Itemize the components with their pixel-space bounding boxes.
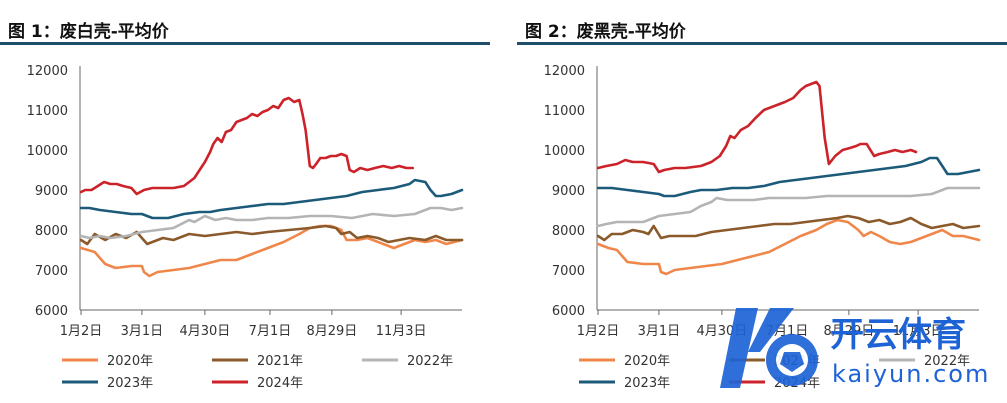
x-tick-label: 8月29日 [306,324,357,339]
legend-label: 2021年 [257,354,303,369]
legend-label: 2022年 [924,354,970,369]
series-line-2022 [79,206,464,240]
series-line-2022 [596,186,981,228]
series-line-2024 [79,96,415,196]
title-underline [0,42,490,45]
series-line-2021 [596,214,981,242]
series-line-2023 [79,178,464,220]
title-underline [517,42,1007,45]
x-tick-label: 11月3日 [893,324,944,339]
x-tick-label: 8月29日 [823,324,874,339]
y-tick-label: 9000 [552,184,585,199]
y-tick-label: 10000 [544,144,585,159]
chart-panel-left: 图 1：废白壳-平均价 12000 11000 10000 9000 8000 7000 6… [0,0,490,403]
series-line-2020 [596,218,981,276]
figure-title: 图 1：废白壳-平均价 [8,22,169,42]
series-line-2024 [596,80,918,174]
y-tick-label: 8000 [552,224,585,239]
y-tick-label: 11000 [27,104,68,119]
series-line-2021 [79,224,464,246]
brand-watermark: 开云体育 kaiyun.com [720,308,990,388]
x-tick-label: 4月30日 [179,324,230,339]
y-tick-label: 7000 [552,264,585,279]
y-tick-label: 6000 [552,304,585,319]
x-tick-label: 1月2日 [60,324,103,339]
x-tick-label: 1月2日 [577,324,620,339]
y-tick-label: 11000 [544,104,585,119]
y-tick-label: 8000 [35,224,68,239]
legend-label: 2020年 [107,354,153,369]
brand-name-cn: 开云体育 [830,315,966,355]
legend-label: 2023年 [624,376,670,391]
y-tick-label: 10000 [27,144,68,159]
y-tick-label: 7000 [35,264,68,279]
legend-label: 2023年 [107,376,153,391]
y-tick-label: 6000 [35,304,68,319]
y-tick-label: 9000 [35,184,68,199]
series-line-2023 [596,156,981,198]
x-tick-label: 7月1日 [249,324,292,339]
legend-label: 2024年 [257,376,303,391]
series-line-2020 [79,224,464,278]
y-tick-label: 12000 [27,64,68,79]
figure-title: 图 2：废黑壳-平均价 [525,22,686,42]
line-chart-white-shell: 12000 11000 10000 9000 8000 7000 6000 1月2日 3月1日 4… [27,64,464,391]
brand-domain: kaiyun.com [832,360,990,388]
legend-label: 2022年 [407,354,453,369]
x-tick-label: 3月1日 [638,324,681,339]
x-tick-label: 3月1日 [121,324,164,339]
brand-logo-icon [720,308,818,388]
legend-label: 2020年 [624,354,670,369]
x-tick-label: 11月3日 [376,324,427,339]
y-tick-label: 12000 [544,64,585,79]
